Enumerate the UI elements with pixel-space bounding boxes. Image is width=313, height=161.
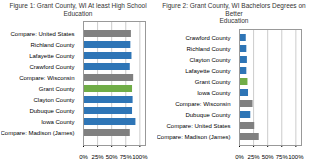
svg-text:Lafayette County: Lafayette County xyxy=(185,67,230,73)
svg-text:50%: 50% xyxy=(262,153,275,158)
svg-text:Grant County: Grant County xyxy=(39,86,75,92)
svg-text:25%: 25% xyxy=(248,153,261,158)
svg-text:Compare: United States: Compare: United States xyxy=(10,31,74,37)
svg-text:75%: 75% xyxy=(276,153,289,158)
svg-text:Compare: Wisconsin: Compare: Wisconsin xyxy=(19,75,74,81)
svg-text:75%: 75% xyxy=(120,154,133,159)
svg-text:50%: 50% xyxy=(106,154,119,159)
svg-text:Clayton County: Clayton County xyxy=(33,97,74,103)
svg-text:Dubuque County: Dubuque County xyxy=(29,108,74,114)
svg-text:Crawford County: Crawford County xyxy=(29,64,74,70)
svg-text:Richland County: Richland County xyxy=(186,45,230,51)
svg-text:25%: 25% xyxy=(92,154,105,159)
svg-text:Clayton County: Clayton County xyxy=(189,56,230,62)
svg-text:Compare: Madison (James): Compare: Madison (James) xyxy=(157,133,231,139)
svg-text:Iowa County: Iowa County xyxy=(197,89,230,95)
svg-text:100%: 100% xyxy=(288,153,304,158)
svg-text:Iowa County: Iowa County xyxy=(41,119,74,125)
svg-text:Dubuque County: Dubuque County xyxy=(185,111,230,117)
svg-text:Richland County: Richland County xyxy=(30,42,74,48)
svg-text:Lafayette County: Lafayette County xyxy=(29,53,74,59)
html-text:Figure 2: Grant County, WI Bac: Figure 2: Grant County, WI Bachelors Deg… xyxy=(162,2,306,24)
svg-text:Compare: Madison (James): Compare: Madison (James) xyxy=(1,130,75,136)
svg-text:0%: 0% xyxy=(79,154,88,159)
svg-text:Grant County: Grant County xyxy=(195,78,231,84)
html-text:Figure 1: Grant County, WI At: Figure 1: Grant County, WI At least High… xyxy=(9,2,147,17)
svg-text:Compare: Wisconsin: Compare: Wisconsin xyxy=(175,100,230,106)
svg-text:Compare: United States: Compare: United States xyxy=(166,122,230,128)
svg-text:100%: 100% xyxy=(132,154,148,159)
svg-text:0%: 0% xyxy=(235,153,244,158)
svg-text:Crawford County: Crawford County xyxy=(185,34,230,40)
